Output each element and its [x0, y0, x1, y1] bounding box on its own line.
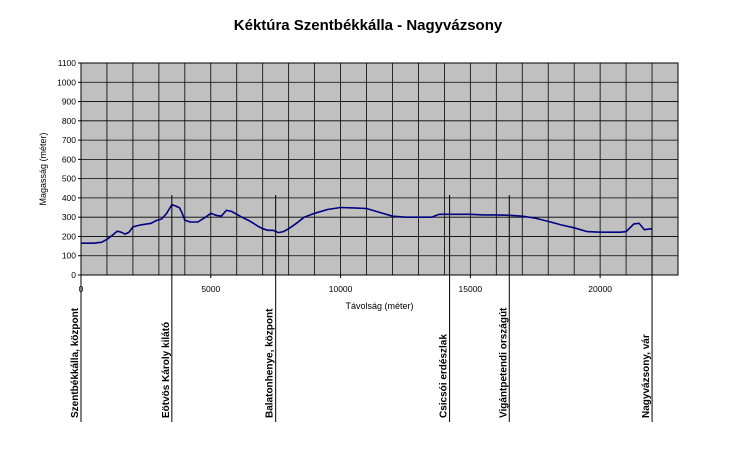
y-tick-label: 300	[62, 212, 76, 222]
y-axis-ticks: 0 100 200 300 400 500 600 700 800 900 1000 1100	[57, 58, 81, 280]
y-tick-label: 1000	[57, 77, 76, 87]
y-tick-label: 0	[71, 270, 76, 280]
waypoint-label: Vigántpetendi országút	[498, 307, 509, 418]
chart-title: Kéktúra Szentbékkálla - Nagyvázsony	[234, 17, 503, 34]
y-tick-label: 700	[62, 135, 76, 145]
y-tick-label: 600	[62, 154, 76, 164]
y-tick-label: 900	[62, 97, 76, 107]
plot-area	[81, 63, 678, 275]
waypoint-markers: Szentbékkálla, központ Eötvös Károly kilá…	[70, 195, 653, 422]
elevation-line	[81, 203, 653, 244]
waypoint-label: Balatonhenye, központ	[265, 308, 276, 418]
y-axis-label: Magasság (méter)	[38, 132, 48, 205]
waypoint-label: Szentbékkálla, központ	[70, 307, 81, 418]
y-tick-label: 100	[62, 251, 76, 261]
x-tick-label: 10000	[329, 284, 353, 294]
y-tick-label: 1100	[58, 58, 77, 68]
x-axis-label: Távolság (méter)	[345, 301, 413, 311]
y-tick-label: 400	[62, 193, 76, 203]
y-tick-label: 500	[62, 174, 76, 184]
x-tick-label: 5000	[201, 284, 220, 294]
waypoint-label: Csicsói erdészlak	[439, 334, 450, 418]
x-tick-label: 20000	[588, 284, 612, 294]
y-tick-label: 200	[62, 231, 76, 241]
plot-border	[80, 62, 679, 276]
waypoint-label: Nagyvázsony, vár	[641, 334, 652, 418]
waypoint-label: Eötvös Károly kilátó	[161, 322, 172, 418]
y-tick-label: 800	[62, 116, 76, 126]
x-tick-label: 15000	[459, 284, 483, 294]
